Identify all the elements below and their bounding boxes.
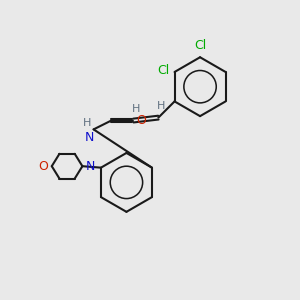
Text: N: N xyxy=(86,160,96,173)
Text: O: O xyxy=(38,160,48,173)
Text: H: H xyxy=(157,101,166,111)
Text: H: H xyxy=(132,104,140,114)
Text: O: O xyxy=(136,114,146,127)
Text: H: H xyxy=(83,118,92,128)
Text: N: N xyxy=(85,131,94,144)
Text: Cl: Cl xyxy=(157,64,169,77)
Text: Cl: Cl xyxy=(194,39,206,52)
